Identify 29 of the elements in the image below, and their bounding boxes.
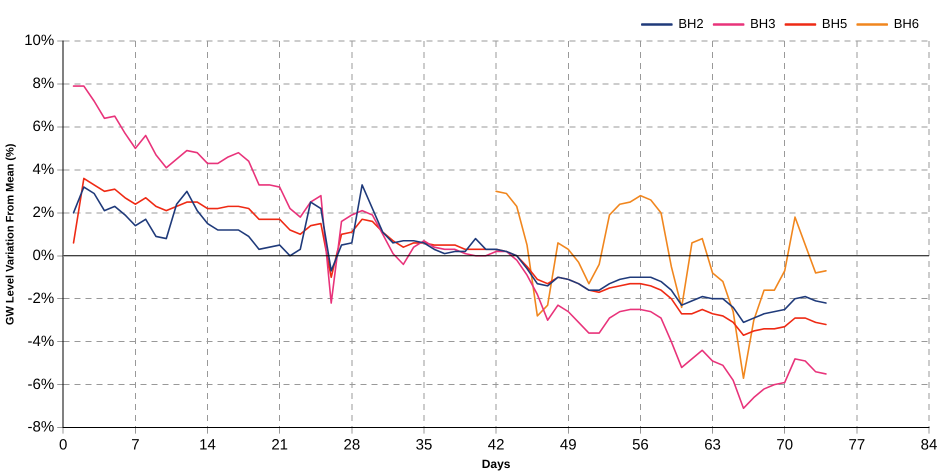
legend-label: BH3 [750, 16, 776, 32]
x-tick-label: 7 [131, 436, 140, 454]
x-tick-label: 56 [632, 436, 649, 454]
y-tick-label: 6% [32, 118, 54, 136]
legend-label: BH5 [822, 16, 848, 32]
y-tick-label: -8% [28, 418, 54, 436]
y-axis-title: GW Level Variation From Mean (%) [4, 143, 17, 326]
y-tick-label: 0% [32, 246, 54, 264]
x-axis-title: Days [482, 457, 511, 472]
x-tick-label: 21 [271, 436, 288, 454]
x-tick-label: 28 [343, 436, 360, 454]
y-tick-label: -2% [28, 290, 54, 307]
x-tick-label: 14 [199, 436, 216, 454]
y-tick-label: 4% [32, 161, 54, 178]
x-tick-label: 42 [488, 436, 504, 454]
x-tick-label: 0 [59, 436, 68, 454]
x-tick-label: 77 [848, 436, 866, 454]
y-tick-label: 8% [32, 75, 54, 92]
y-tick-label: -4% [28, 332, 54, 350]
x-tick-label: 84 [920, 436, 938, 454]
y-tick-label: -6% [28, 376, 54, 393]
x-tick-label: 70 [776, 436, 794, 454]
x-tick-label: 35 [416, 436, 432, 454]
legend-label: BH2 [678, 16, 704, 32]
legend-label: BH6 [894, 16, 920, 32]
x-tick-label: 49 [560, 436, 577, 454]
y-tick-label: 10% [24, 32, 54, 50]
x-tick-label: 63 [704, 436, 721, 454]
y-tick-label: 2% [32, 204, 54, 221]
